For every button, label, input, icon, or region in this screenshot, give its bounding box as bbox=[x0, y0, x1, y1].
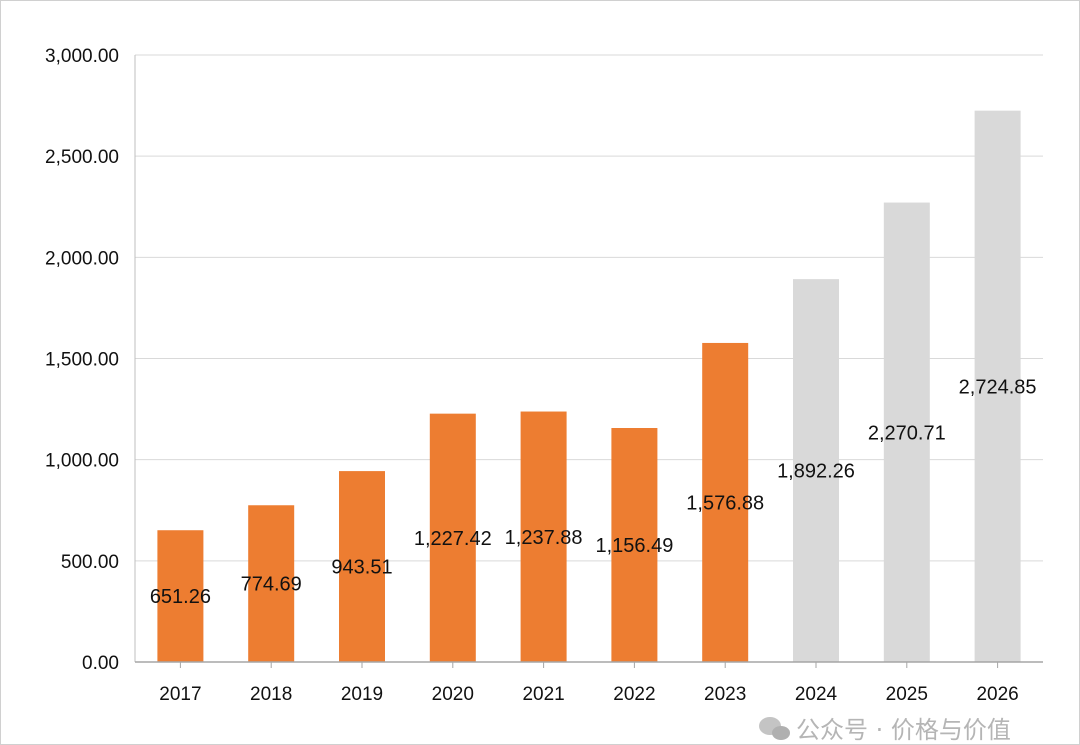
x-tick-label: 2023 bbox=[704, 684, 746, 705]
y-tick-label: 2,500.00 bbox=[45, 147, 119, 168]
data-label: 1,156.49 bbox=[595, 535, 673, 557]
bar-2020 bbox=[429, 413, 476, 662]
x-tick-label: 2025 bbox=[886, 684, 928, 705]
bar-2022 bbox=[611, 428, 658, 662]
x-tick-label: 2020 bbox=[432, 684, 474, 705]
x-tick-label: 2018 bbox=[250, 684, 292, 705]
data-label: 1,576.88 bbox=[686, 492, 764, 514]
data-label: 774.69 bbox=[241, 574, 302, 596]
y-tick-label: 3,000.00 bbox=[45, 46, 119, 67]
x-tick-label: 2026 bbox=[976, 684, 1018, 705]
data-label: 2,270.71 bbox=[868, 422, 946, 444]
bar-2017 bbox=[157, 530, 204, 662]
y-tick-label: 1,000.00 bbox=[45, 451, 119, 472]
bar-2021 bbox=[520, 411, 567, 662]
data-label: 1,237.88 bbox=[505, 527, 583, 549]
x-tick-label: 2019 bbox=[341, 684, 383, 705]
data-label: 651.26 bbox=[150, 586, 211, 608]
data-label: 1,227.42 bbox=[414, 528, 492, 550]
watermark-text: 公众号 · 价格与价值 bbox=[796, 716, 1011, 744]
data-label: 2,724.85 bbox=[959, 376, 1037, 398]
x-tick-label: 2017 bbox=[159, 684, 201, 705]
x-tick-label: 2021 bbox=[522, 684, 564, 705]
y-tick-label: 0.00 bbox=[82, 653, 119, 674]
y-tick-label: 500.00 bbox=[61, 552, 119, 573]
y-tick-label: 2,000.00 bbox=[45, 248, 119, 269]
bar-2025 bbox=[883, 202, 930, 662]
wechat-icon-bubble bbox=[772, 726, 790, 740]
data-label: 943.51 bbox=[331, 557, 392, 579]
bar-2026 bbox=[974, 110, 1021, 663]
bar-2019 bbox=[339, 471, 385, 662]
y-tick-label: 1,500.00 bbox=[45, 350, 119, 371]
bar-2023 bbox=[702, 342, 749, 662]
x-tick-label: 2024 bbox=[795, 684, 838, 705]
data-label: 1,892.26 bbox=[777, 461, 855, 483]
x-tick-label: 2022 bbox=[613, 684, 655, 705]
bar-2024 bbox=[793, 279, 839, 662]
bar-2018 bbox=[248, 505, 295, 662]
